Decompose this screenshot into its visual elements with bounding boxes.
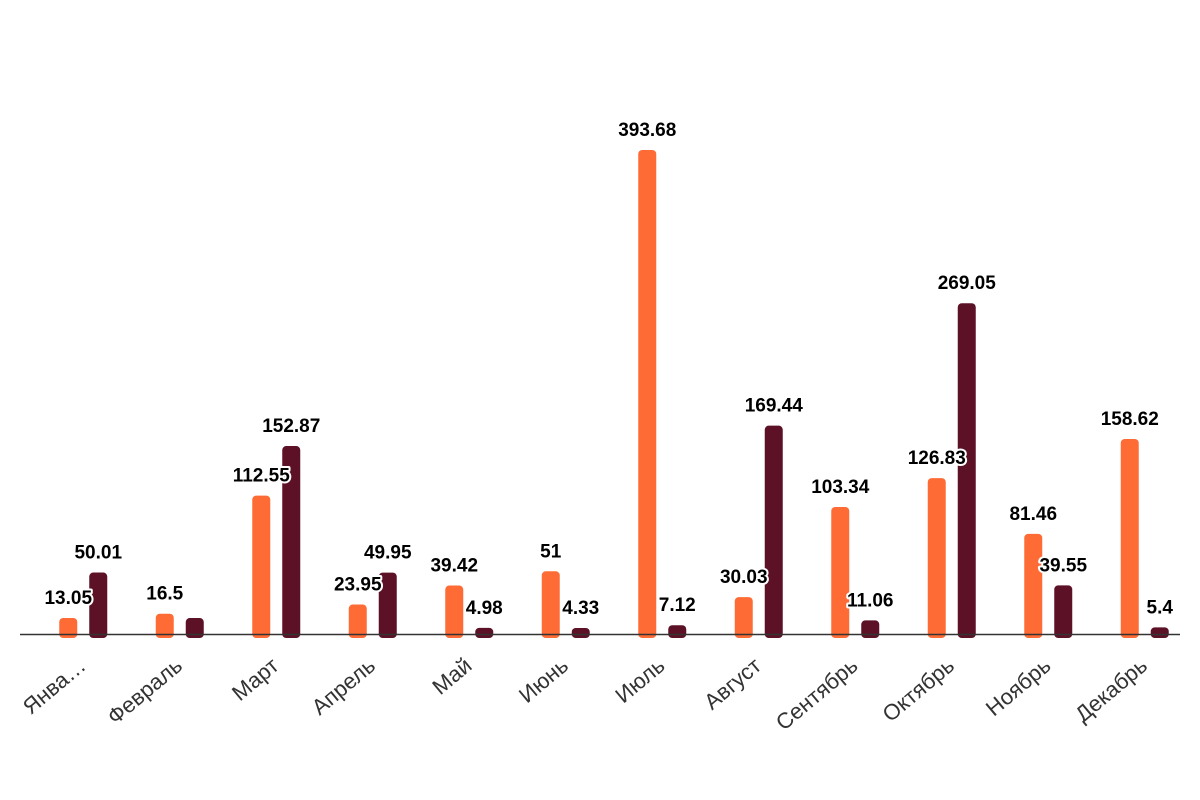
bar-series2-6 [571,628,590,638]
x-tick-label-4: Апрель [307,653,380,720]
value-label-series1-5: 39.42 [430,556,478,577]
bar-series1-12 [1120,438,1139,638]
x-tick-label-5: Май [427,653,476,700]
value-label-series1-7: 393.68 [618,120,676,141]
value-label-series2-1: 50.01 [74,543,122,564]
x-tick-labels-layer: Янва… Февраль Март Апрель Май Июнь Июль Август С… [18,653,1152,736]
value-label-series2-9: 11.06 [847,590,894,611]
bar-series2-5 [475,627,494,638]
bar-series2-2 [185,618,204,638]
bar-series2-3 [282,446,301,638]
bar-series2-1 [89,572,108,638]
bar-series1-2 [155,613,174,638]
bar-series2-9 [861,620,880,638]
value-label-series2-7: 7.12 [659,595,696,616]
x-tick-label-9: Сентябрь [771,653,863,736]
value-label-series1-11: 81.46 [1009,504,1057,525]
x-tick-label-10: Октябрь [878,653,959,727]
x-tick-label-2: Февраль [102,653,187,730]
x-tick-label-7: Июль [610,653,669,708]
x-tick-label-1: Янва… [18,653,91,720]
bar-series1-1 [59,617,78,638]
bars-layer [59,150,1169,638]
value-label-series1-10: 126.83 [908,448,966,469]
value-label-series1-9: 103.34 [811,477,870,498]
bar-series1-8 [734,597,753,638]
bar-series2-10 [957,303,976,638]
value-label-series2-12: 5.4 [1147,597,1174,618]
bar-series1-5 [445,585,464,638]
bar-series2-11 [1054,585,1073,638]
x-tick-label-6: Июнь [514,653,573,708]
value-label-series1-3: 112.55 [233,466,290,487]
value-label-series2-5: 4.98 [466,598,503,619]
x-tick-label-12: Декабрь [1070,653,1152,727]
bar-series1-3 [252,495,271,638]
value-label-series2-6: 4.33 [562,598,599,619]
x-tick-label-3: Март [227,653,283,706]
value-label-series2-10: 269.05 [938,273,997,294]
value-label-series1-4: 23.95 [334,575,382,596]
x-tick-label-11: Ноябрь [981,653,1056,721]
value-labels-layer: 13.05 50.01 16.5 112.55 152.87 23.95 49.95 39.4… [42,118,1175,621]
x-tick-label-8: Август [699,653,766,715]
value-label-series1-8: 30.03 [720,567,768,588]
value-label-series1-12: 158.62 [1101,409,1159,430]
bar-series1-6 [541,571,560,638]
value-label-series1-6: 51 [540,541,562,562]
value-label-series2-3: 152.87 [262,416,320,437]
value-label-series2-8: 169.44 [745,396,804,417]
bar-series1-11 [1024,533,1043,638]
bar-series2-8 [764,425,783,638]
bar-series1-4 [348,604,367,638]
value-label-series1-2: 16.5 [146,584,183,605]
value-label-series2-4: 49.95 [364,543,412,564]
bar-series1-10 [927,478,946,638]
bar-series1-7 [638,150,657,638]
bar-series2-7 [668,625,687,638]
bar-series2-12 [1150,627,1169,638]
bar-series1-9 [831,506,850,638]
value-label-series1-1: 13.05 [44,588,92,609]
bar-series2-4 [378,572,397,638]
value-label-series2-11: 39.55 [1039,555,1087,576]
